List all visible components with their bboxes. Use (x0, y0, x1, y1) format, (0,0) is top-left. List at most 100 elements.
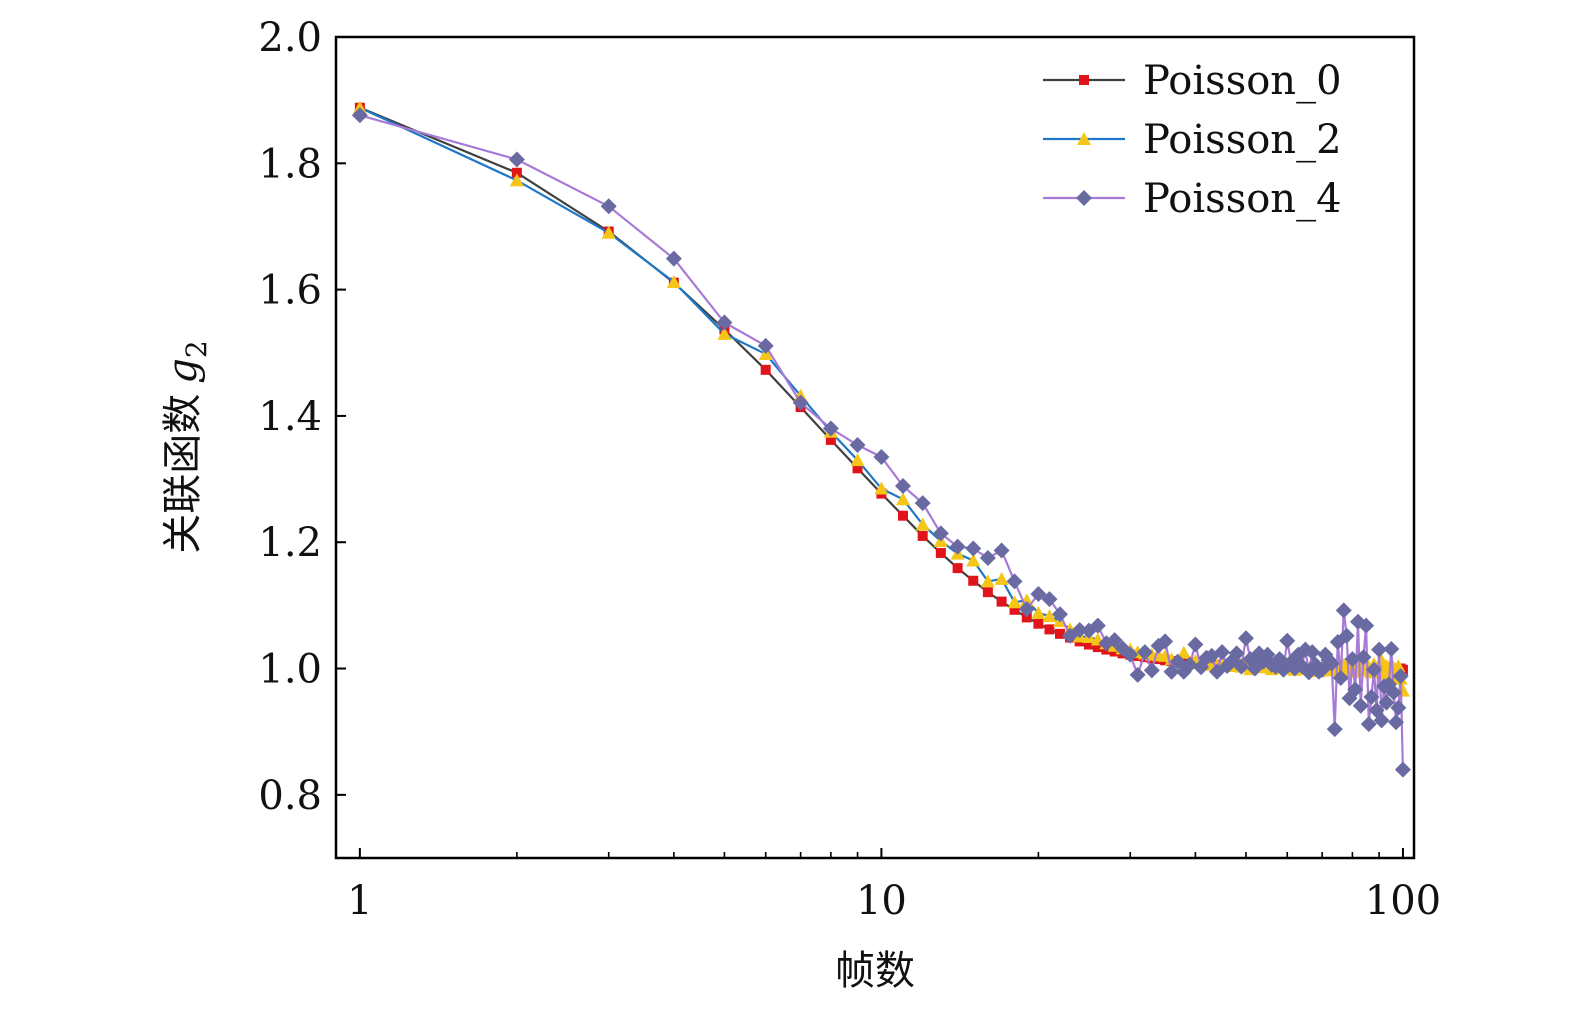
data-point (1378, 694, 1395, 711)
data-point (508, 151, 525, 168)
plot-frame (334, 35, 1416, 860)
data-point (1335, 602, 1352, 619)
series-line (359, 114, 1404, 770)
series-poisson-4 (351, 107, 1411, 778)
data-point (1326, 721, 1343, 738)
data-point (873, 448, 890, 465)
data-point (1051, 606, 1068, 623)
data-point (852, 463, 863, 474)
data-point (849, 436, 866, 453)
x-axis-title: 帧数 (835, 948, 915, 994)
data-point (1031, 605, 1046, 619)
x-tick-label: 10 (856, 878, 907, 924)
data-point (915, 517, 930, 531)
data-point (1388, 714, 1405, 731)
y-tick-label: 2.0 (258, 15, 322, 61)
legend-item: Poisson_4 (1043, 176, 1342, 222)
data-point (1355, 649, 1372, 666)
data-point (351, 107, 368, 124)
data-point (1092, 642, 1103, 653)
data-point (897, 510, 908, 521)
legend-marker (1077, 132, 1091, 145)
axes: 0.8 1.0 1.2 1.4 1.6 1.8 2.0 1 10 100 (258, 15, 1441, 924)
data-point (511, 167, 522, 178)
y-axis-title: 关联函数 g2 (160, 340, 213, 553)
data-point (1373, 712, 1390, 729)
data-point (760, 364, 771, 375)
data-point (1390, 699, 1407, 716)
data-point (993, 542, 1010, 559)
data-point (980, 574, 995, 588)
data-point (1365, 661, 1382, 678)
data-point (716, 314, 733, 331)
data-point (1228, 645, 1245, 662)
data-point (1044, 624, 1055, 635)
data-point (1006, 573, 1023, 590)
data-point (1009, 604, 1020, 615)
data-point (1176, 645, 1191, 659)
data-point (1163, 663, 1180, 680)
data-point (1018, 601, 1035, 618)
data-point (1089, 617, 1106, 634)
data-point (1071, 622, 1088, 639)
y-axis-title-text: 关联函数 (160, 394, 206, 554)
legend-label: Poisson_0 (1143, 58, 1342, 104)
data-point (825, 434, 836, 445)
data-point (717, 326, 732, 340)
data-point (994, 571, 1009, 585)
data-point (1083, 639, 1094, 650)
legend-label: Poisson_4 (1143, 176, 1342, 222)
data-point (1033, 618, 1044, 629)
x-tick-label: 1 (347, 878, 372, 924)
data-point (1371, 641, 1388, 658)
axis-labels: 帧数 关联函数 g2 (160, 340, 915, 994)
data-point (917, 530, 928, 541)
data-point (1021, 612, 1032, 623)
x-tick-label: 100 (1365, 878, 1441, 924)
data-point (935, 547, 946, 558)
data-point (1344, 651, 1361, 668)
data-point (1181, 656, 1198, 673)
data-point (1129, 666, 1146, 683)
data-point (932, 525, 949, 542)
svg-text:关联函数g2: 关联函数 g2 (160, 340, 213, 553)
data-point (874, 481, 889, 495)
y-axis-title-subscript: 2 (180, 340, 213, 358)
data-point (1323, 655, 1340, 672)
data-point (601, 225, 616, 239)
data-point (952, 563, 963, 574)
y-tick-label: 1.2 (258, 520, 322, 566)
data-point (996, 596, 1007, 607)
data-point (1332, 670, 1349, 687)
data-point (1169, 653, 1186, 670)
data-point (666, 275, 681, 289)
data-point (757, 337, 774, 354)
y-axis-title-symbol: g (160, 358, 206, 384)
data-point (966, 553, 981, 567)
legend: Poisson_0 Poisson_2 Poisson_4 (1043, 58, 1342, 222)
data-point (1122, 646, 1139, 663)
data-point (1338, 627, 1355, 644)
data-point (1385, 684, 1402, 701)
data-point (352, 100, 367, 114)
data-point (1054, 628, 1065, 639)
data-point (979, 550, 996, 567)
legend-item: Poisson_2 (1043, 117, 1342, 163)
data-point (1136, 644, 1153, 661)
y-tick-label: 1.4 (258, 394, 322, 440)
data-point (1237, 630, 1254, 647)
data-point (665, 250, 682, 267)
data-point (894, 478, 911, 495)
legend-marker (1079, 75, 1089, 85)
plot-series (351, 100, 1411, 778)
data-point (1042, 609, 1057, 623)
data-point (965, 540, 982, 557)
data-point (600, 198, 617, 215)
y-tick-label: 1.8 (258, 141, 322, 187)
data-point (1304, 644, 1321, 661)
data-point (792, 394, 809, 411)
data-point (1187, 636, 1204, 653)
data-point (1233, 658, 1250, 675)
